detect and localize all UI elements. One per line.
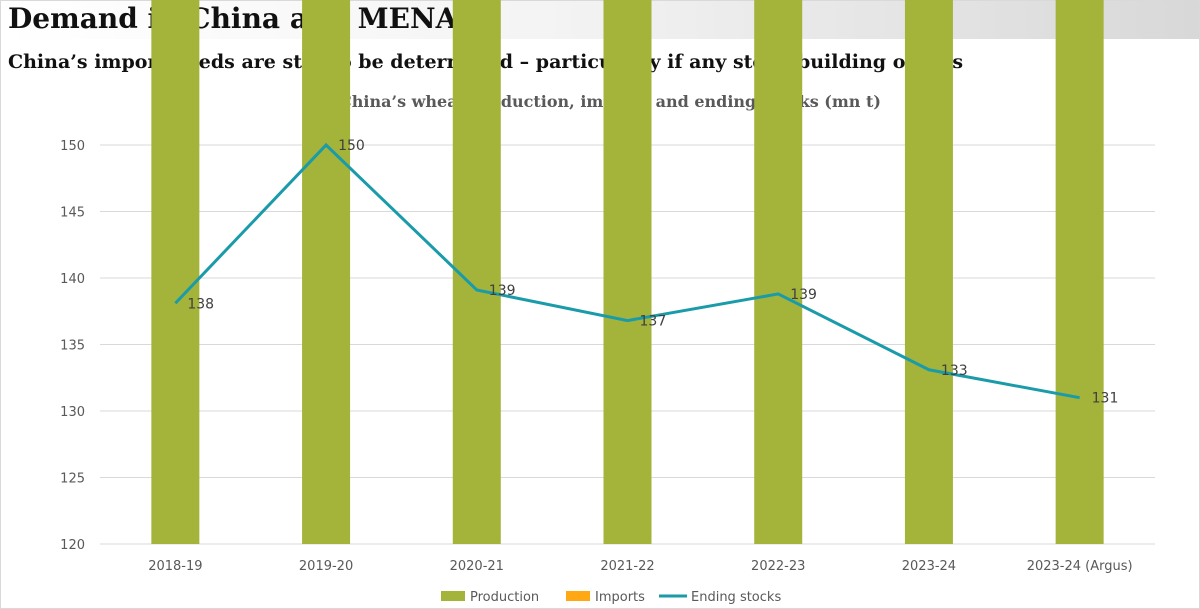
y-axis-ticks: 120 125 130 135 140 145 150 (60, 139, 85, 553)
y-tick-label: 125 (60, 472, 85, 487)
ending-stocks-label: 137 (640, 314, 667, 330)
legend: Production Imports Ending stocks (441, 590, 781, 605)
y-tick-label: 120 (60, 538, 85, 553)
production-bar (151, 0, 200, 544)
x-tick-label: 2021-22 (600, 559, 654, 574)
page-title: Demand in China and MENA (8, 2, 458, 35)
ending-stocks-label: 150 (338, 138, 365, 154)
x-tick-label: 2022-23 (751, 559, 805, 574)
production-bar (452, 0, 501, 544)
production-bar (302, 0, 351, 544)
legend-label: Ending stocks (691, 590, 781, 605)
production-bar (603, 0, 652, 544)
legend-label: Imports (595, 590, 645, 605)
ending-stocks-line (174, 142, 1080, 400)
production-bar (904, 0, 953, 544)
x-axis-labels: 2018-19 2019-20 2020-21 2021-22 2022-23 2023-… (148, 559, 1132, 574)
legend-swatch-production (441, 591, 465, 601)
ending-stocks-label: 139 (489, 283, 516, 299)
header-band (1, 1, 1199, 39)
production-bar (754, 0, 803, 544)
ending-stocks-label: 139 (790, 287, 817, 303)
ending-stocks-label: 138 (187, 296, 214, 312)
x-tick-label: 2023-24 (Argus) (1027, 559, 1133, 574)
legend-swatch-imports (566, 591, 590, 601)
y-tick-label: 150 (60, 139, 85, 154)
x-tick-label: 2023-24 (902, 559, 956, 574)
x-tick-label: 2019-20 (299, 559, 353, 574)
y-tick-label: 140 (60, 272, 85, 287)
production-bar (1055, 0, 1104, 544)
y-tick-label: 145 (60, 206, 85, 221)
legend-label: Production (470, 590, 539, 605)
y-tick-label: 135 (60, 339, 85, 354)
x-tick-label: 2018-19 (148, 559, 202, 574)
y-tick-label: 130 (60, 405, 85, 420)
ending-stocks-label: 131 (1092, 391, 1119, 407)
bars: 131313451341113710138131371213713 (151, 0, 1104, 544)
ending-stocks-line-group: 138 150 139 137 139 133 131 (174, 138, 1119, 407)
ending-stocks-label: 133 (941, 363, 968, 379)
x-tick-label: 2020-21 (450, 559, 504, 574)
